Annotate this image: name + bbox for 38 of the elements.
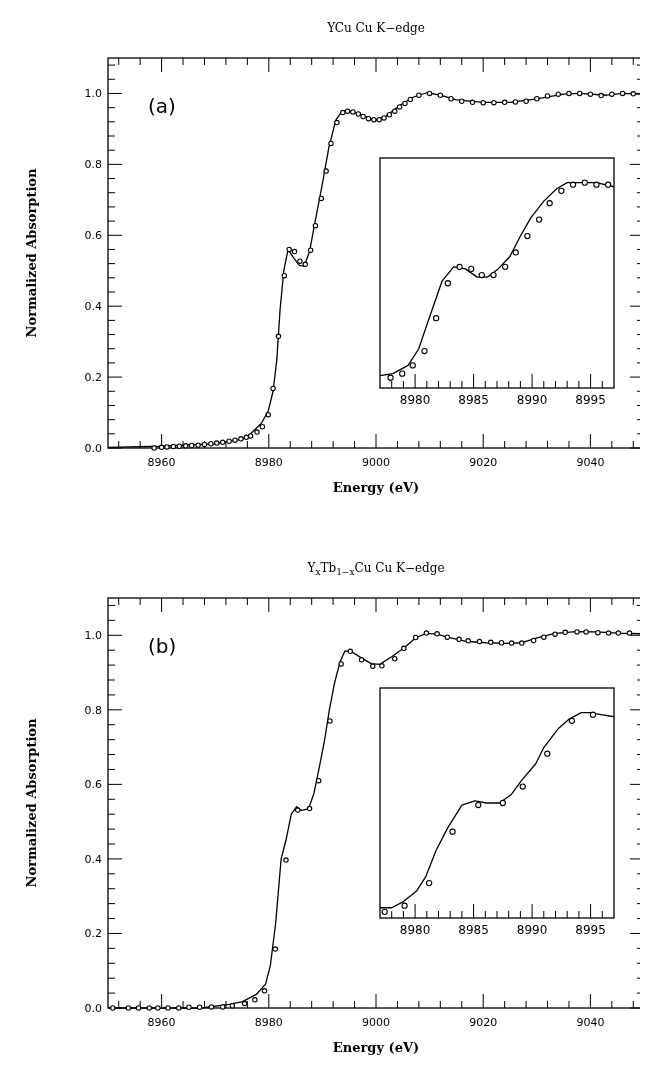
x-tick-label: 9000 bbox=[362, 456, 390, 469]
y-axis-title: Normalized Absorption bbox=[24, 168, 39, 338]
y-tick-label: 0.0 bbox=[84, 442, 102, 455]
y-tick-label: 0.6 bbox=[84, 778, 102, 792]
annotation: (b) bbox=[148, 634, 177, 658]
x-tick-label: 9040 bbox=[576, 1016, 605, 1029]
y-tick-label: 0.4 bbox=[84, 300, 102, 314]
x-tick-label: 8960 bbox=[147, 456, 176, 469]
y-tick-label: 0.6 bbox=[84, 229, 102, 243]
x-tick-label: 8980 bbox=[254, 456, 283, 469]
x-tick-label: 8960 bbox=[147, 1016, 176, 1029]
x-tick-label: 9000 bbox=[362, 1016, 390, 1029]
x-tick-label: 9040 bbox=[576, 456, 605, 469]
x-tick-label: 9020 bbox=[469, 456, 498, 469]
x-tick-label: 8980 bbox=[399, 393, 431, 407]
x-tick-label: 8990 bbox=[516, 393, 548, 407]
y-tick-label: 0.0 bbox=[84, 1002, 102, 1015]
y-tick-label: 0.8 bbox=[84, 158, 102, 172]
x-tick-label: 8985 bbox=[458, 393, 489, 407]
y-tick-label: 1.0 bbox=[84, 629, 102, 643]
y-tick-label: 0.8 bbox=[84, 703, 102, 717]
x-axis-title: Energy (eV) bbox=[332, 1040, 420, 1055]
x-tick-label: 9020 bbox=[469, 1016, 498, 1029]
x-tick-label: 8995 bbox=[575, 393, 606, 407]
x-tick-label: 8985 bbox=[458, 923, 489, 937]
x-tick-label: 8995 bbox=[575, 923, 606, 937]
x-tick-label: 8980 bbox=[254, 1016, 283, 1029]
x-axis-title: Energy (eV) bbox=[332, 480, 420, 495]
x-tick-label: 8990 bbox=[516, 923, 548, 937]
chart-title: YCu Cu K−edge bbox=[326, 21, 425, 35]
y-tick-label: 0.2 bbox=[84, 371, 102, 385]
y-tick-label: 0.4 bbox=[84, 852, 102, 866]
y-tick-label: 0.2 bbox=[84, 927, 102, 941]
chart-title: Y$_{x}$Tb$_{1−x}$Cu Cu K−edge bbox=[306, 561, 445, 577]
annotation: (a) bbox=[148, 94, 176, 118]
y-axis-title: Normalized Absorption bbox=[24, 718, 39, 888]
x-tick-label: 8980 bbox=[399, 923, 431, 937]
y-tick-label: 1.0 bbox=[84, 87, 102, 101]
